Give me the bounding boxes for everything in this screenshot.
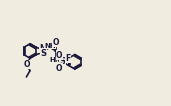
Text: F: F [65,54,70,63]
Text: N: N [39,44,46,53]
Text: HN: HN [49,57,61,63]
Text: O: O [23,60,30,69]
Text: S: S [41,49,47,58]
Text: NH: NH [44,43,56,49]
Text: O: O [53,38,59,47]
Text: O: O [56,64,62,73]
Text: S: S [60,57,66,66]
Text: O: O [56,51,62,60]
